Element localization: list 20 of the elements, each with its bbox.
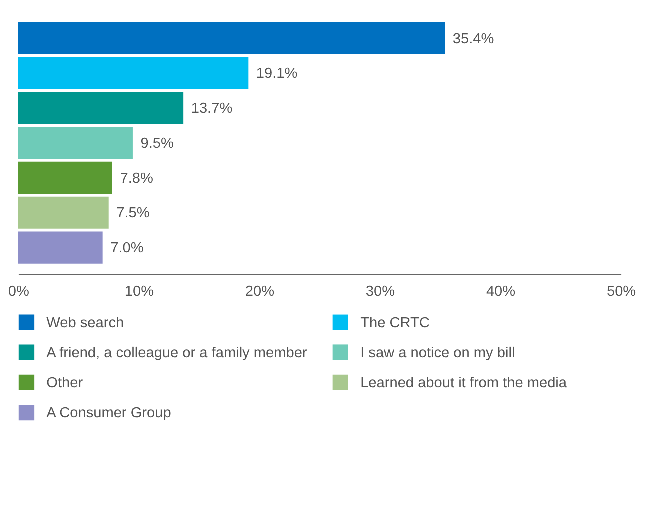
legend-label: A Consumer Group <box>46 406 172 422</box>
data-label: 7.5% <box>116 206 150 222</box>
data-label: 7.8% <box>120 170 154 187</box>
data-label: 35.4% <box>452 31 494 48</box>
data-label: 13.7% <box>191 101 233 118</box>
legend-label: I saw a notice on my bill <box>360 345 516 362</box>
legend-label: Other <box>46 376 84 392</box>
x-tick-label: 0% <box>8 284 30 300</box>
data-label: 9.5% <box>140 136 174 152</box>
data-label: 19.1% <box>256 66 298 82</box>
x-tick-label: 40% <box>486 284 516 300</box>
legend-label: The CRTC <box>360 315 430 332</box>
legend-label: Learned about it from the media <box>360 376 568 392</box>
legend-label: Web search <box>46 315 124 332</box>
legend-label: A friend, a colleague or a family member <box>46 345 308 362</box>
data-label: 7.0% <box>110 240 144 257</box>
x-tick-label: 30% <box>366 284 396 300</box>
x-tick-label: 50% <box>606 284 636 300</box>
x-tick-label: 20% <box>245 284 275 300</box>
x-tick-label: 10% <box>124 284 154 300</box>
